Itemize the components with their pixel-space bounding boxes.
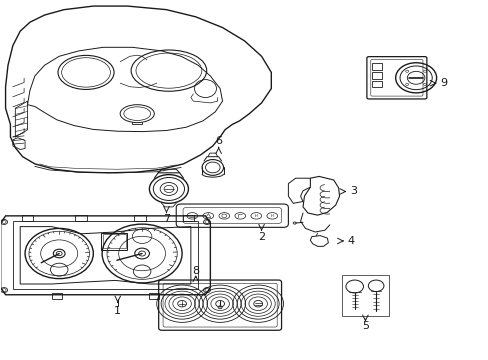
Bar [75, 215, 87, 221]
Bar [21, 215, 33, 221]
Text: 5: 5 [361, 321, 368, 331]
Text: 6: 6 [215, 136, 222, 145]
Bar [371, 72, 381, 79]
Bar [341, 275, 388, 316]
Bar [52, 293, 61, 300]
Bar [371, 63, 381, 69]
Circle shape [53, 249, 65, 258]
Bar [102, 234, 125, 248]
Bar [101, 233, 127, 250]
Text: 9: 9 [439, 78, 446, 88]
Circle shape [253, 301, 262, 307]
Bar [134, 215, 145, 221]
Circle shape [215, 301, 224, 307]
Circle shape [135, 248, 149, 259]
Text: H: H [270, 214, 273, 218]
Bar [182, 215, 194, 221]
Text: 2: 2 [258, 232, 264, 242]
Text: 1: 1 [114, 306, 121, 316]
Bar [149, 293, 159, 300]
Text: 7: 7 [163, 215, 170, 224]
Text: 8: 8 [192, 266, 199, 276]
Polygon shape [288, 178, 310, 203]
Text: 3: 3 [349, 186, 356, 197]
Polygon shape [303, 176, 339, 215]
Circle shape [177, 301, 186, 307]
Text: 4: 4 [346, 236, 354, 246]
Bar [371, 81, 381, 87]
Polygon shape [310, 235, 328, 246]
Text: H: H [254, 214, 257, 218]
